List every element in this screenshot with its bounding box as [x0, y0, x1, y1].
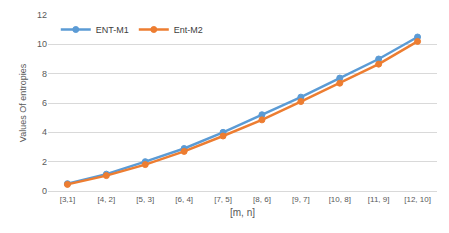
svg-text:4: 4	[42, 127, 47, 137]
svg-text:10: 10	[37, 39, 47, 49]
svg-text:8: 8	[42, 69, 47, 79]
svg-text:[9, 7]: [9, 7]	[292, 195, 310, 204]
svg-text:[3,1]: [3,1]	[60, 195, 76, 204]
svg-text:Values Of entropies: Values Of entropies	[18, 63, 28, 142]
svg-text:0: 0	[42, 186, 47, 196]
svg-text:[11, 9]: [11, 9]	[368, 195, 390, 204]
svg-text:12: 12	[37, 10, 47, 20]
svg-text:[12, 10]: [12, 10]	[404, 195, 431, 204]
svg-text:[4, 2]: [4, 2]	[97, 195, 115, 204]
svg-text:[7, 5]: [7, 5]	[214, 195, 232, 204]
svg-text:2: 2	[42, 157, 47, 167]
svg-text:6: 6	[42, 98, 47, 108]
svg-text:[10, 8]: [10, 8]	[329, 195, 351, 204]
svg-text:[5, 3]: [5, 3]	[136, 195, 154, 204]
svg-text:[6, 4]: [6, 4]	[175, 195, 193, 204]
svg-text:[8, 6]: [8, 6]	[253, 195, 271, 204]
svg-text:[m, n]: [m, n]	[230, 207, 255, 218]
svg-text:ENT-M1: ENT-M1	[96, 25, 129, 35]
svg-text:Ent-M2: Ent-M2	[174, 25, 203, 35]
